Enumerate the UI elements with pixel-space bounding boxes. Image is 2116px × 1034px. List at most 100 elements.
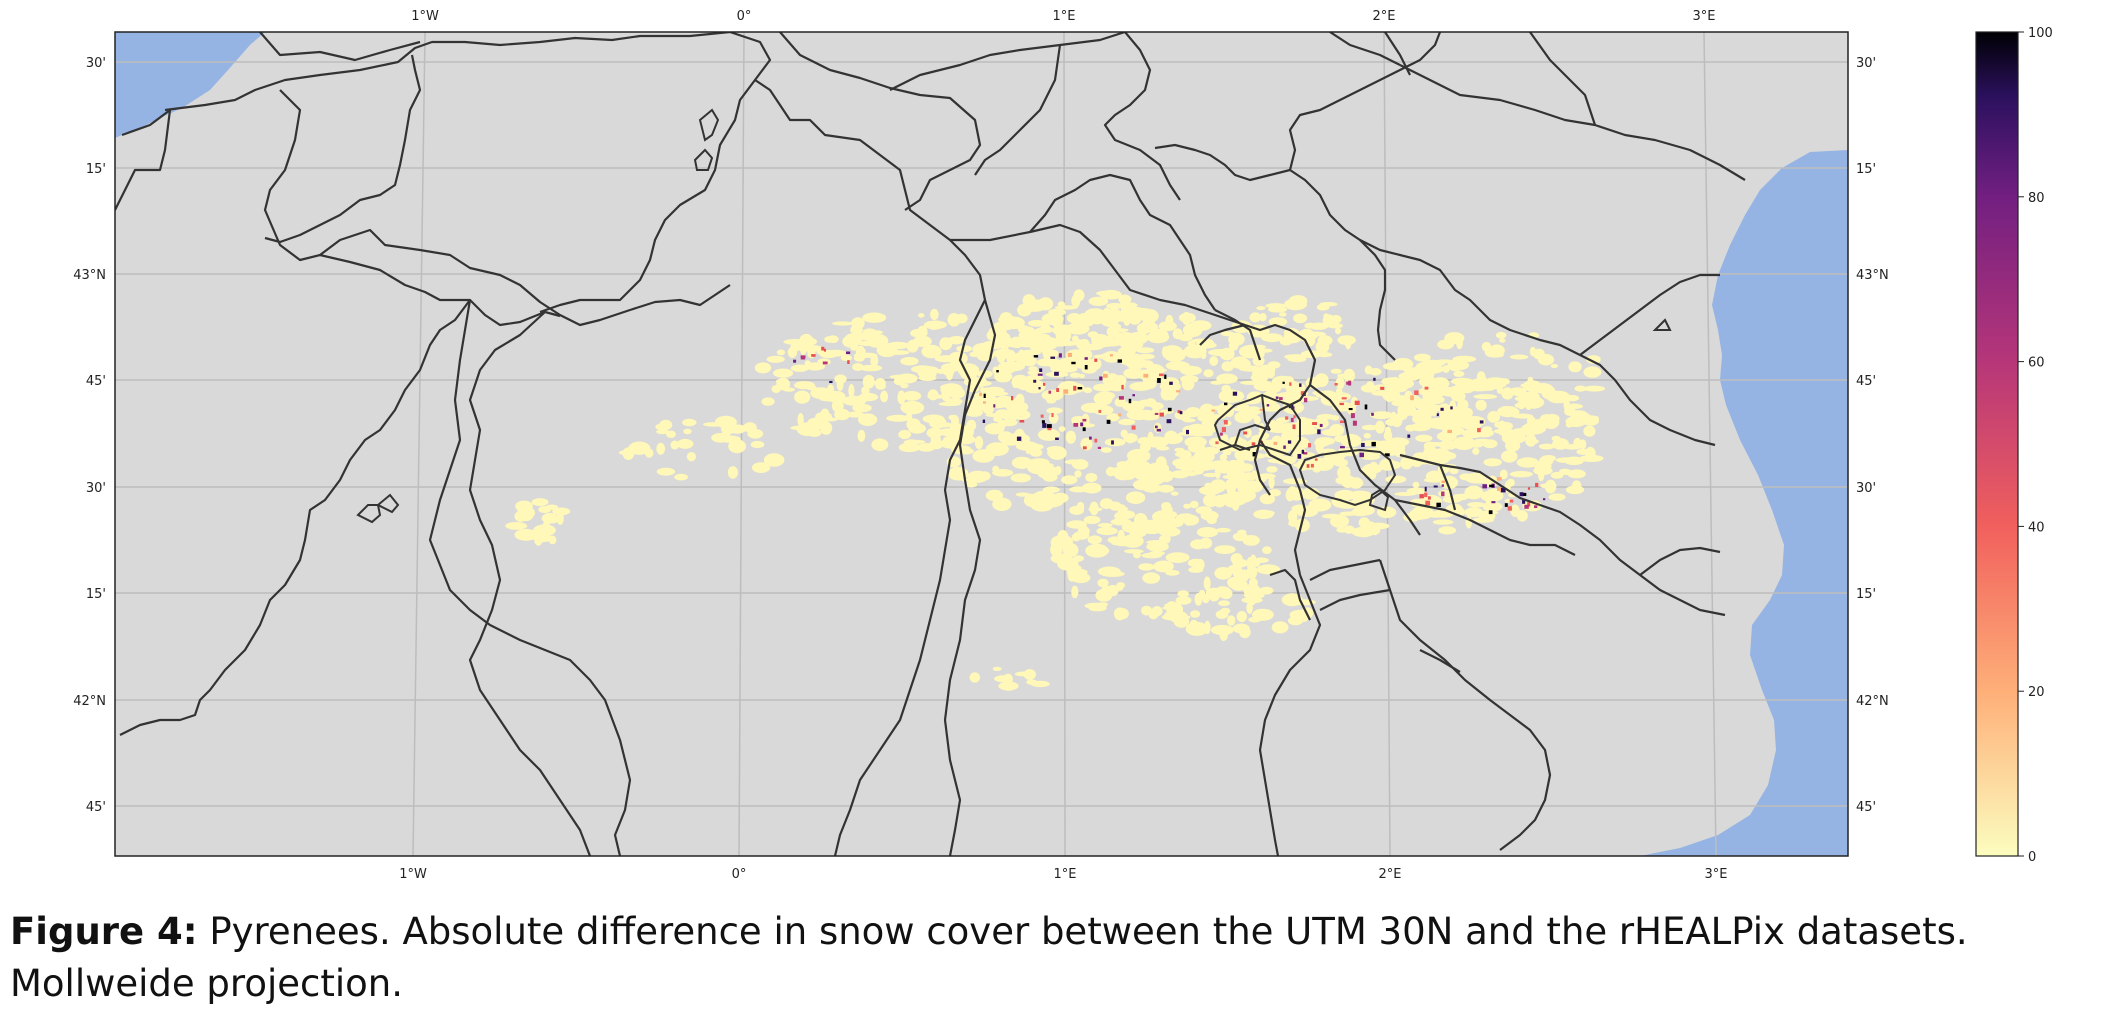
snow-speck [1464, 408, 1473, 418]
snow-speck [1096, 526, 1118, 536]
snow-speck [832, 321, 853, 326]
snow-speck [1123, 458, 1148, 472]
snow-hotspot [1489, 484, 1494, 488]
snow-speck [1253, 509, 1274, 519]
snow-speck [1509, 354, 1529, 360]
snow-hotspot [1131, 425, 1136, 430]
snow-speck [1364, 365, 1373, 375]
snow-hotspot [1051, 413, 1054, 417]
snow-speck [999, 410, 1017, 420]
snow-speck [1226, 482, 1236, 496]
snow-speck [1541, 385, 1556, 400]
snow-hotspot [1110, 354, 1113, 357]
snow-speck [1220, 607, 1231, 615]
snow-hotspot [1177, 410, 1181, 414]
snow-speck [1189, 460, 1204, 465]
snow-speck [1583, 425, 1596, 437]
snow-speck [1471, 379, 1489, 391]
left-lat-tick-label: 30' [86, 481, 106, 496]
snow-speck [1268, 317, 1288, 327]
snow-speck [1190, 539, 1207, 550]
snow-speck [1161, 502, 1172, 511]
small-boundaries [356, 108, 1672, 524]
snow-hotspot [1293, 415, 1296, 419]
snow-speck [1562, 444, 1583, 450]
snow-speck [1536, 468, 1548, 474]
snow-speck [1412, 514, 1430, 520]
colorbar-gradient [1975, 31, 2019, 857]
snow-speck [1392, 357, 1414, 371]
snow-speck [1142, 572, 1161, 584]
snow-hotspot [1221, 427, 1226, 433]
snow-speck [886, 341, 910, 350]
snow-speck [1262, 546, 1272, 554]
snow-speck [1065, 354, 1083, 363]
snow-hotspot [1308, 443, 1311, 448]
snow-hotspot [1159, 373, 1164, 377]
snow-speck [1099, 498, 1114, 509]
snow-speck [1236, 611, 1248, 623]
snow-speck [1059, 330, 1070, 337]
snow-speck [1161, 346, 1169, 358]
snow-speck [703, 422, 725, 427]
snow-hotspot [1176, 390, 1181, 393]
snow-speck [1133, 551, 1141, 559]
snow-speck [1398, 371, 1422, 381]
snow-hotspot [847, 360, 850, 364]
snow-speck [1001, 418, 1018, 427]
snow-speck [776, 349, 786, 356]
snow-speck [1028, 319, 1046, 327]
snow-speck [1453, 370, 1465, 377]
snow-hotspot [1414, 390, 1419, 395]
snow-speck [1572, 411, 1589, 420]
snow-speck [858, 413, 878, 427]
snow-speck [1261, 333, 1283, 343]
snow-speck [1550, 363, 1559, 369]
snow-speck [1516, 510, 1528, 522]
snow-speck [776, 377, 791, 391]
snow-speck [810, 387, 831, 399]
snow-hotspot [1507, 506, 1512, 511]
snow-hotspot [1071, 361, 1076, 365]
snow-speck [1203, 369, 1214, 378]
snow-speck [847, 411, 864, 418]
snow-speck [783, 339, 807, 345]
snow-hotspot [1166, 419, 1172, 424]
snow-hotspot [1073, 385, 1077, 391]
snow-speck [1048, 308, 1066, 316]
snow-speck [857, 429, 866, 442]
snow-speck [1409, 423, 1431, 432]
snow-speck [1472, 447, 1480, 455]
snow-hotspot [1132, 394, 1135, 397]
snow-speck [1571, 480, 1582, 493]
snow-speck [1333, 458, 1349, 467]
left-lat-tick-label: 45' [86, 800, 106, 815]
map-figure: 1°W 0° 1°E 2°E 3°E 1°W 0° 1°E 2°E 3°E 30' 15' 43°N… [73, 9, 2053, 880]
snow-speck [1203, 576, 1211, 591]
snow-hotspot [1097, 446, 1101, 449]
snow-hotspot [811, 354, 816, 357]
snow-speck [1159, 469, 1174, 483]
snow-speck [1215, 527, 1231, 533]
snow-speck [1046, 407, 1063, 414]
snow-speck [1193, 463, 1205, 475]
snow-speck [1266, 466, 1278, 473]
snow-speck [1162, 606, 1180, 610]
left-lat-tick-label: 42°N [73, 694, 106, 709]
snow-speck [1295, 505, 1319, 517]
snow-speck [857, 340, 879, 347]
snow-speck [897, 390, 906, 405]
snow-hotspot [822, 361, 828, 365]
snow-speck [1069, 372, 1081, 378]
admin-boundaries [115, 32, 1746, 856]
snow-speck [1208, 349, 1232, 356]
snow-hotspot [1407, 434, 1411, 438]
snow-speck [1283, 478, 1307, 485]
snow-speck [1526, 416, 1536, 426]
snow-speck [1268, 476, 1275, 489]
snow-hotspot [1128, 398, 1132, 404]
snow-speck [1531, 419, 1550, 424]
snow-hotspot [1534, 505, 1538, 508]
snow-speck [656, 467, 676, 476]
snow-hotspot [1500, 487, 1506, 493]
